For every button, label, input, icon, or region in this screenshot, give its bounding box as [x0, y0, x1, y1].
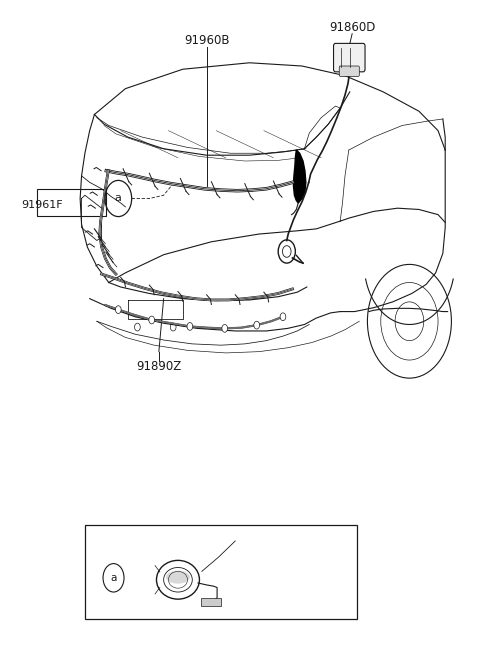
Text: a: a [115, 193, 122, 204]
Circle shape [254, 321, 260, 329]
Text: a: a [110, 573, 117, 583]
Circle shape [116, 306, 121, 313]
Circle shape [187, 323, 193, 330]
Text: 91860D: 91860D [329, 21, 375, 34]
Circle shape [280, 313, 286, 321]
Polygon shape [201, 598, 221, 606]
FancyBboxPatch shape [334, 43, 365, 72]
Text: 91177: 91177 [230, 528, 269, 541]
Text: 91890Z: 91890Z [136, 360, 181, 373]
FancyBboxPatch shape [339, 66, 360, 77]
Polygon shape [293, 150, 306, 203]
Circle shape [149, 316, 155, 324]
Ellipse shape [166, 570, 190, 583]
Text: 91961F: 91961F [21, 200, 63, 210]
Bar [85, 525, 357, 618]
Bar [37, 189, 107, 216]
Text: 91960B: 91960B [184, 34, 229, 47]
Circle shape [222, 324, 228, 332]
